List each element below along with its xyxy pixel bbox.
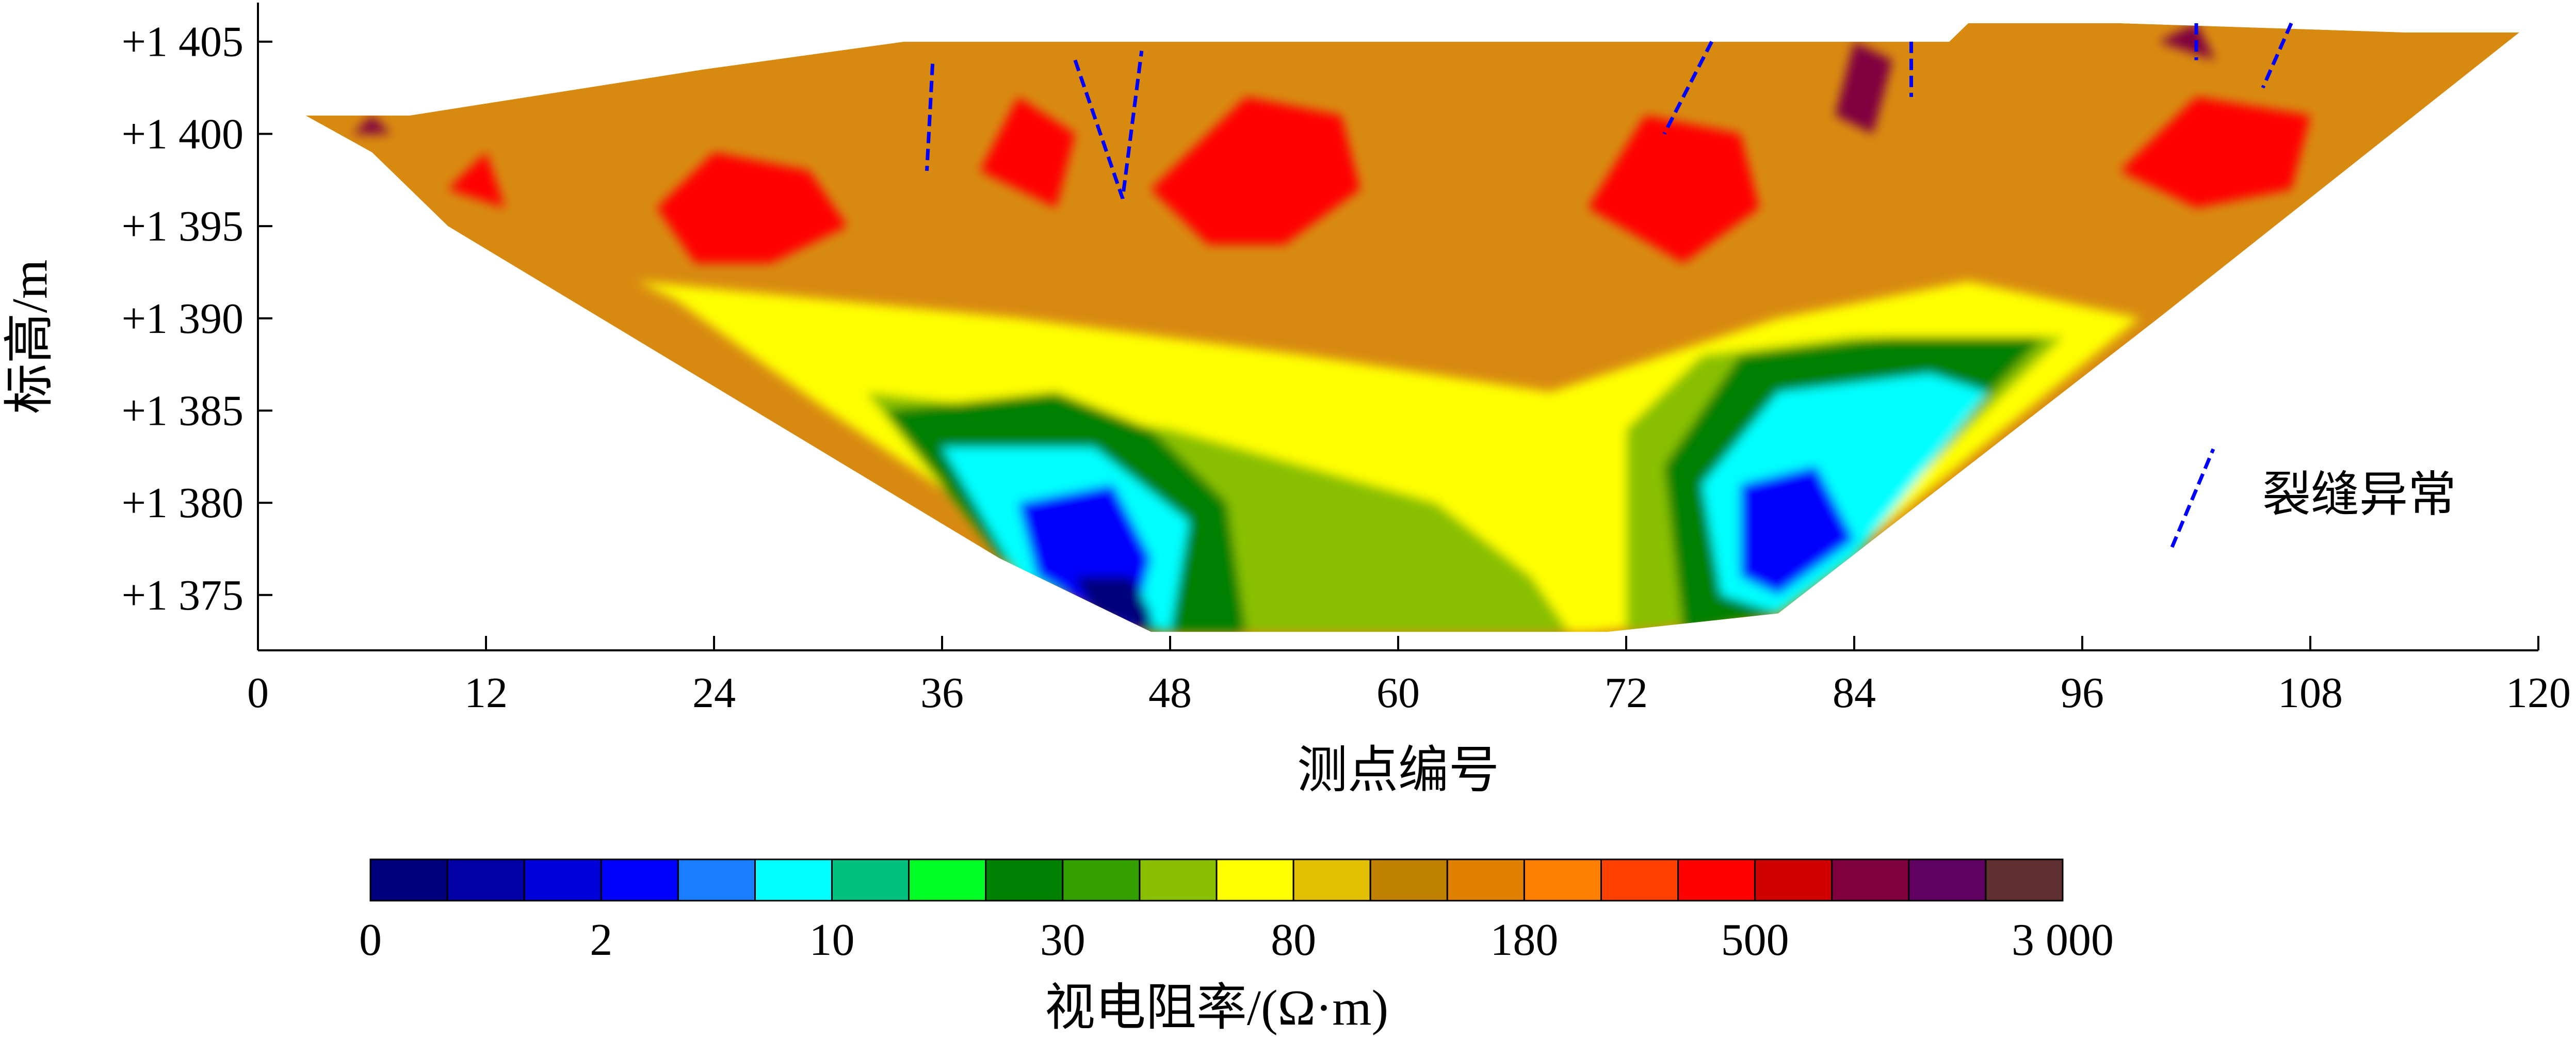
colorbar-cell bbox=[523, 858, 602, 902]
x-tick-label: 48 bbox=[1148, 669, 1192, 717]
x-tick-label: 108 bbox=[2278, 669, 2343, 717]
resistivity-region-16 bbox=[1835, 41, 1892, 134]
y-tick-label: +1 380 bbox=[122, 479, 244, 527]
resistivity-region-11 bbox=[1151, 97, 1360, 245]
fracture-anomaly-2 bbox=[1662, 41, 1713, 135]
x-tick-label: 60 bbox=[1376, 669, 1420, 717]
colorbar-cell bbox=[1446, 858, 1525, 902]
y-tick-label: +1 395 bbox=[122, 202, 244, 250]
colorbar-tick-label: 0 bbox=[359, 915, 382, 965]
x-tick-label: 24 bbox=[692, 669, 736, 717]
colorbar-cell bbox=[754, 858, 833, 902]
colorbar-cell bbox=[1139, 858, 1218, 902]
colorbar-cell bbox=[1677, 858, 1756, 902]
colorbar-tick-label: 80 bbox=[1271, 915, 1316, 965]
colorbar-cells bbox=[369, 858, 2064, 902]
y-tick-label: +1 390 bbox=[122, 295, 244, 343]
x-axis-ticks: 0 12 24 36 48 60 72 84 96 108 120 bbox=[247, 636, 2571, 717]
resistivity-region-8 bbox=[1740, 466, 1854, 595]
resistivity-section bbox=[305, 23, 2520, 632]
colorbar-cell bbox=[831, 858, 910, 902]
colorbar-cell bbox=[1754, 858, 1833, 902]
resistivity-region-17 bbox=[353, 115, 391, 134]
colorbar-cell bbox=[446, 858, 525, 902]
colorbar-cell bbox=[1523, 858, 1602, 902]
colorbar-cell bbox=[908, 858, 987, 902]
colorbar-cell bbox=[1600, 858, 1679, 902]
resistivity-region-14 bbox=[2120, 97, 2310, 208]
x-tick-label: 72 bbox=[1605, 669, 1648, 717]
colorbar-cell bbox=[1062, 858, 1141, 902]
colorbar-cell bbox=[677, 858, 756, 902]
x-tick-label: 12 bbox=[464, 669, 508, 717]
y-tick-label: +1 405 bbox=[122, 18, 244, 66]
fracture-anomaly-1 bbox=[1073, 51, 1144, 199]
colorbar-tick-label: 180 bbox=[1490, 915, 1558, 965]
fracture-legend-label: 裂缝异常 bbox=[2262, 468, 2456, 522]
x-tick-label: 96 bbox=[2061, 669, 2104, 717]
resistivity-region-13 bbox=[1588, 115, 1759, 263]
colorbar-cell bbox=[600, 858, 679, 902]
y-tick-label: +1 385 bbox=[122, 387, 244, 435]
plot-area bbox=[305, 22, 2520, 632]
y-axis-ticks: +1 405 +1 400 +1 395 +1 390 +1 385 +1 380 +1 3… bbox=[122, 18, 272, 619]
legend: 裂缝异常 bbox=[2170, 448, 2456, 548]
colorbar-tick-label: 2 bbox=[590, 915, 612, 965]
resistivity-region-12 bbox=[980, 97, 1075, 208]
colorbar-labels: 0 2 10 30 80 180 500 3 000 bbox=[359, 915, 2114, 965]
x-tick-label: 0 bbox=[247, 669, 269, 717]
colorbar-title: 视电阻率/(Ω·m) bbox=[1045, 980, 1388, 1036]
colorbar-cell bbox=[1985, 858, 2064, 902]
fracture-anomaly-0 bbox=[925, 63, 935, 171]
resistivity-region-18 bbox=[2158, 23, 2215, 60]
resistivity-region-9 bbox=[1075, 577, 1152, 632]
y-tick-label: +1 375 bbox=[122, 571, 244, 619]
colorbar-tick-label: 30 bbox=[1040, 915, 1086, 965]
colorbar-cell bbox=[1292, 858, 1371, 902]
fracture-anomalies bbox=[925, 22, 2293, 199]
colorbar-cell bbox=[1369, 858, 1448, 902]
y-axis-title: 标高/m bbox=[2, 260, 58, 414]
x-tick-label: 84 bbox=[1833, 669, 1876, 717]
colorbar-tick-label: 500 bbox=[1721, 915, 1789, 965]
colorbar-cell bbox=[985, 858, 1064, 902]
colorbar-cell bbox=[1908, 858, 1987, 902]
colorbar-cell bbox=[1831, 858, 1910, 902]
section-base-fill bbox=[305, 23, 2520, 632]
fracture-anomaly-4 bbox=[2261, 22, 2293, 89]
y-tick-label: +1 400 bbox=[122, 110, 244, 158]
resistivity-region-10 bbox=[657, 152, 847, 263]
fracture-legend-swatch bbox=[2170, 448, 2215, 548]
resistivity-regions bbox=[353, 23, 2310, 632]
x-axis-title: 测点编号 bbox=[1297, 743, 1499, 798]
colorbar-tick-label: 10 bbox=[809, 915, 855, 965]
colorbar: 0 2 10 30 80 180 500 3 000 视电阻率/(Ω·m) bbox=[359, 858, 2114, 1036]
x-tick-label: 120 bbox=[2506, 669, 2571, 717]
colorbar-cell bbox=[369, 858, 448, 902]
x-tick-label: 36 bbox=[920, 669, 964, 717]
resistivity-region-15 bbox=[448, 152, 505, 208]
axes: 0 12 24 36 48 60 72 84 96 108 120 +1 405 +1 400 +1 3… bbox=[2, 3, 2571, 798]
colorbar-tick-label: 3 000 bbox=[2012, 915, 2114, 965]
colorbar-cell bbox=[1216, 858, 1294, 902]
